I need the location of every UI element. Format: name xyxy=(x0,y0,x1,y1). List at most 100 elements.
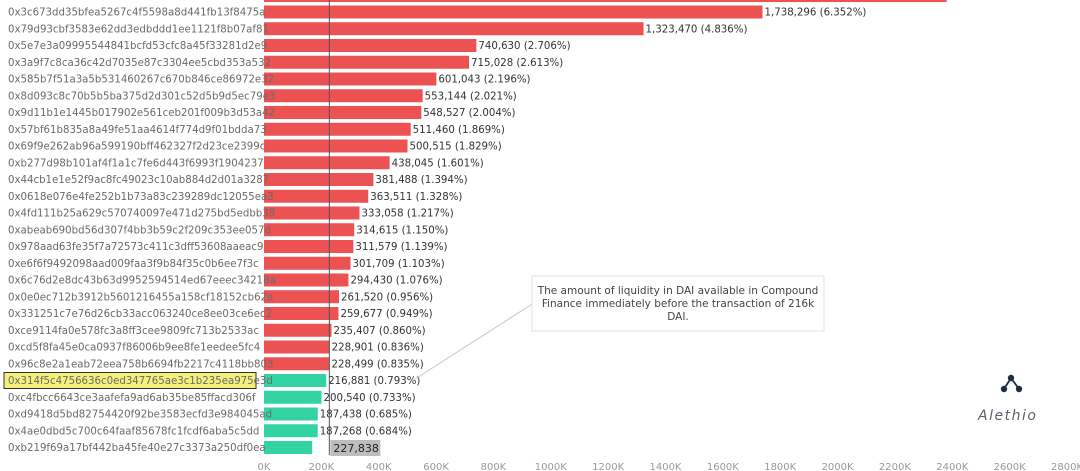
category-label: 0x3a9f7c8ca36c42d7035e87c3304ee5cbd353a5… xyxy=(8,58,271,69)
x-tick-label: 2000K xyxy=(822,462,854,471)
value-label: 228,901 (0.836%) xyxy=(332,343,424,354)
bars-layer xyxy=(264,0,947,454)
highlight-box xyxy=(3,372,257,389)
x-tick-label: 1400K xyxy=(649,462,681,471)
category-label: 0xabeab690bd56d307f4bb3b59c2f209c353ee05… xyxy=(8,225,271,236)
bar xyxy=(264,273,349,287)
bar xyxy=(264,441,313,454)
x-tick-label: 2200K xyxy=(879,462,911,471)
x-tick-label: 800K xyxy=(481,462,507,471)
category-label: 0x8d093c8c70b5b5ba375d2d301c52d5b9d5ec79… xyxy=(8,91,275,102)
annotation-line-2: Finance immediately before the transacti… xyxy=(542,298,815,310)
value-label: 333,058 (1.217%) xyxy=(362,209,454,220)
value-label: 553,144 (2.021%) xyxy=(425,91,517,102)
bar xyxy=(264,357,330,371)
x-tick-label: 2600K xyxy=(994,462,1026,471)
value-label: 601,043 (2.196%) xyxy=(438,75,530,86)
annotation-connector xyxy=(411,298,541,382)
category-label: 0x331251c7e76d26cb33acc063240ce8ee03ce6e… xyxy=(8,309,272,320)
bar xyxy=(264,173,374,186)
x-tick-label: 1000K xyxy=(535,462,567,471)
x-tick-label: 1600K xyxy=(707,462,739,471)
annotation-line-1: The amount of liquidity in DAI available… xyxy=(537,285,819,297)
value-label: 1,738,296 (6.352%) xyxy=(765,8,867,19)
category-label: 0x96c8e2a1eab72eea758b6694fb2217c4118bb8… xyxy=(8,359,273,370)
category-label: 0xd9418d5bd82754420f92be3583ecfd3e984045… xyxy=(8,410,272,421)
bar xyxy=(264,55,470,69)
bar xyxy=(264,139,408,153)
bar xyxy=(264,290,340,304)
bar xyxy=(264,22,644,36)
value-label: 261,520 (0.956%) xyxy=(341,292,433,303)
value-label: 381,488 (1.394%) xyxy=(375,175,467,186)
x-tick-label: 0K xyxy=(258,462,271,471)
category-label: 0xe6f6f9492098aad009faa3f9b84f35c0b6ee7f… xyxy=(8,259,259,270)
bar-cut-off xyxy=(264,0,947,2)
annotation-line-3: DAI. xyxy=(667,311,689,323)
reference-value-label: 227,838 xyxy=(333,442,379,455)
category-label: 0x44cb1e1e52f9ac8fc49023c10ab884d2d01a32… xyxy=(8,175,269,186)
category-label: 0x5e7e3a09995544841bcfd53cfc8a45f33281d2… xyxy=(8,41,267,52)
annotation-box xyxy=(531,275,825,332)
bar xyxy=(264,106,422,119)
category-label: 0xc4fbcc6643ce3aafefa9ad6ab35be85ffacd30… xyxy=(8,393,256,404)
value-label: 301,709 (1.103%) xyxy=(353,259,445,270)
bar xyxy=(264,156,390,170)
x-tick-label: 1200K xyxy=(592,462,624,471)
value-labels: 1,738,296 (6.352%) 1,323,470 (4.836%) 740,… xyxy=(320,8,867,438)
category-label: 0x79d93cbf3583e62dd3edbddd1ee1121f8b07af… xyxy=(8,24,269,35)
bar xyxy=(264,39,477,52)
value-label: 740,630 (2.706%) xyxy=(478,41,570,52)
value-label: 314,615 (1.150%) xyxy=(356,225,448,236)
x-tick-label: 2800K xyxy=(1051,462,1080,471)
bar xyxy=(264,5,763,19)
alethio-node-logo-icon xyxy=(1000,374,1023,393)
category-label: 0x4fd111b25a629c570740097e471d275bd5edbb… xyxy=(8,209,275,220)
value-label: 228,499 (0.835%) xyxy=(332,359,424,370)
bar xyxy=(264,424,318,438)
bar xyxy=(264,206,360,220)
value-label: 187,268 (0.684%) xyxy=(320,426,412,437)
value-label: 1,323,470 (4.836%) xyxy=(646,24,748,35)
category-label: 0x57bf61b835a8a49fe51aa4614f774d9f01bdda… xyxy=(8,125,267,136)
value-label: 187,438 (0.685%) xyxy=(320,410,412,421)
bar xyxy=(264,256,351,270)
bar xyxy=(264,307,339,320)
value-label: 294,430 (1.076%) xyxy=(350,276,442,287)
category-label: 0x585b7f51a3a5b531460267c670b846ce86972e… xyxy=(8,75,274,86)
x-tick-label: 2400K xyxy=(936,462,968,471)
category-label: 0xcd5f8fa45e0ca0937f86006b9ee8fe1eedee5f… xyxy=(8,343,260,354)
x-tick-label: 1800K xyxy=(764,462,796,471)
bar xyxy=(264,189,369,203)
x-tick-label: 400K xyxy=(366,462,392,471)
value-label: 235,407 (0.860%) xyxy=(334,326,426,337)
value-label: 259,677 (0.949%) xyxy=(340,309,432,320)
x-tick-label: 600K xyxy=(423,462,449,471)
value-label: 200,540 (0.733%) xyxy=(324,393,416,404)
value-label: 500,515 (1.829%) xyxy=(410,142,502,153)
bar xyxy=(264,240,354,253)
category-label: 0x4ae0dbd5c700c64faaf85678fc1fcdf6aba5c5… xyxy=(8,426,259,437)
bar xyxy=(264,374,327,387)
reference-value-box xyxy=(330,440,381,456)
bar xyxy=(264,323,332,337)
bar xyxy=(264,407,318,421)
category-label: 0x314f5c4756636c0ed347765ae3c1b235ea975e… xyxy=(8,376,273,387)
bar xyxy=(264,390,322,404)
category-label: 0x6c76d2e8dc43b63d9952594514ed67eeec3421… xyxy=(8,276,276,287)
annotation: The amount of liquidity in DAI available… xyxy=(411,275,825,382)
bar xyxy=(264,89,423,103)
category-label: 0xb219f69a17bf442ba45fe40e27c3373a250df0… xyxy=(8,443,266,454)
value-label: 511,460 (1.869%) xyxy=(413,125,505,136)
bar xyxy=(264,340,330,354)
value-label: 548,527 (2.004%) xyxy=(423,108,515,119)
value-label: 438,045 (1.601%) xyxy=(392,158,484,169)
value-label: 216,881 (0.793%) xyxy=(328,376,420,387)
category-label: 0xb277d98b101af4f1a1c7fe6d443f6993f19042… xyxy=(8,158,264,169)
x-axis: 0K 200K 400K 600K 800K 1000K 1200K 1400K 1600K 18… xyxy=(258,462,1080,471)
bar xyxy=(264,223,355,237)
category-label: 0x978aad63fe35f7a72573c411c3dff53608aaea… xyxy=(8,242,264,253)
category-label: 0xce9114fa0e578fc3a8ff3cee9809fc713b2533… xyxy=(8,326,259,337)
category-labels: 0x3c673dd35bfea5267c4f5598a8d441fb13f847… xyxy=(3,8,276,454)
